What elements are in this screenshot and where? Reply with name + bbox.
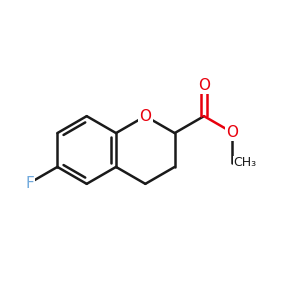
Text: O: O bbox=[198, 78, 210, 93]
Text: O: O bbox=[226, 125, 238, 140]
Text: O: O bbox=[139, 109, 151, 124]
Text: CH₃: CH₃ bbox=[233, 156, 256, 169]
Text: F: F bbox=[25, 176, 34, 190]
